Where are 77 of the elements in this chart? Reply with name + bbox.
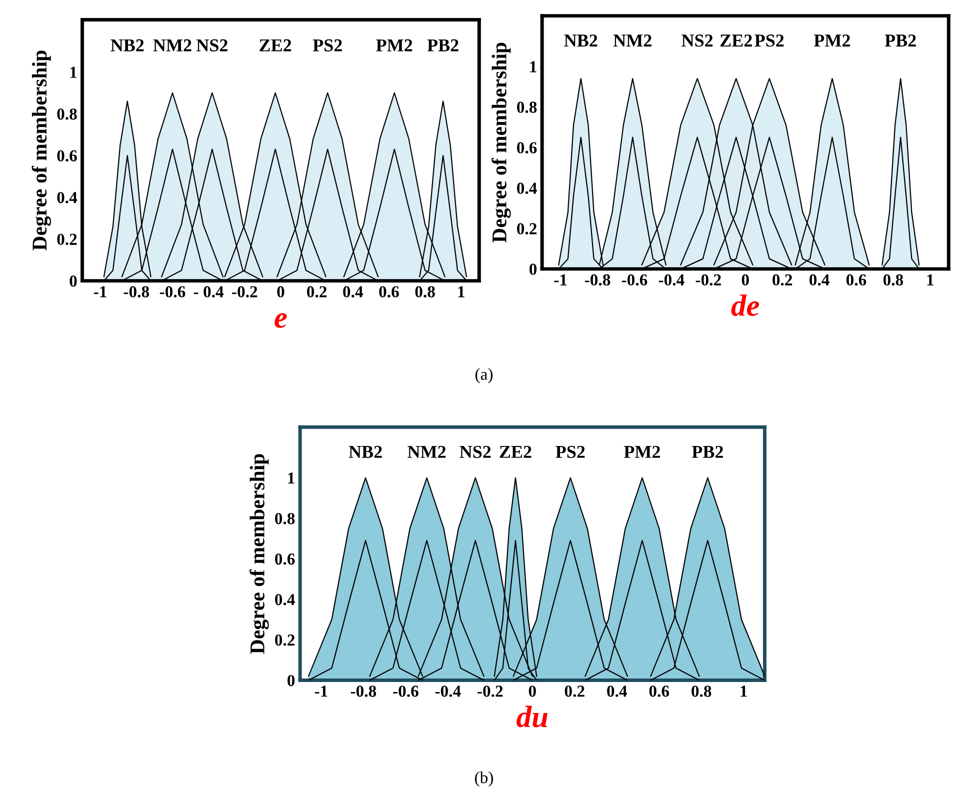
series-label: PB2 (692, 446, 723, 458)
y-axis-title: Degree of membership (250, 454, 269, 654)
x-tick-label: -0.2 (478, 686, 503, 697)
series-label: ZE2 (720, 34, 752, 46)
y-tick-label: 0.8 (517, 102, 537, 113)
text: (b) (475, 772, 493, 787)
y-tick-label: 0.6 (275, 553, 295, 565)
x-tick-label: 1 (927, 274, 934, 286)
x-tick-label: -0.6 (622, 274, 648, 286)
x-tick-label: 0.6 (379, 286, 399, 298)
text: NS2 (196, 39, 228, 52)
x-tick-label: -0.8 (350, 686, 376, 697)
y-tick-label: 1 (70, 66, 77, 78)
text: PS2 (312, 39, 342, 52)
series-label: NS2 (682, 34, 713, 47)
x-tick-label: -0.8 (124, 286, 150, 298)
y-tick-label: 0.6 (57, 150, 77, 162)
y-tick-label: 0.2 (275, 634, 295, 646)
series-label: NM2 (408, 446, 446, 458)
x-axis-title: e (274, 313, 287, 328)
x-tick-label: -0.4 (658, 274, 684, 286)
x-tick-label: 0.8 (415, 286, 435, 298)
x-tick-label: - 0.4 (194, 286, 224, 298)
x-tick-label: -0.6 (160, 286, 186, 298)
x-tick-label: 0.2 (772, 274, 792, 286)
x-tick-label: -1 (94, 286, 106, 298)
y-tick-label: 0.8 (57, 108, 77, 120)
series-label: PB2 (884, 34, 916, 47)
text: NB2 (110, 39, 144, 52)
x-tick-label: -0.2 (696, 274, 721, 286)
y-axis-title: Degree of membership (32, 50, 52, 250)
text: PM2 (376, 39, 412, 52)
text: NM2 (153, 39, 192, 52)
series-label: NB2 (564, 34, 598, 47)
series-label: NB2 (348, 446, 382, 458)
y-tick-label: 1 (530, 61, 536, 72)
text: PB2 (427, 39, 458, 52)
y-tick-label: 0.6 (517, 142, 537, 154)
x-tick-label: -1 (554, 274, 567, 286)
y-tick-label: 1 (288, 472, 294, 484)
x-tick-label: 0.6 (846, 274, 866, 286)
y-tick-label: 0.2 (57, 234, 77, 246)
y-tick-label: 0 (288, 674, 295, 686)
series-label: PS2 (754, 34, 784, 47)
x-tick-label: 1 (740, 686, 747, 697)
x-tick-label: 0.8 (692, 686, 712, 697)
x-tick-label: -0.8 (584, 274, 610, 286)
x-tick-label: 0.4 (343, 286, 363, 298)
x-tick-label: -1 (314, 686, 328, 697)
y-axis-title: Degree of membership (492, 42, 511, 242)
series-label: ZE2 (500, 446, 532, 458)
y-tick-label: 0.4 (275, 594, 295, 606)
x-tick-label: 0.4 (810, 274, 830, 286)
x-tick-label: 0.6 (649, 686, 670, 697)
series-label: PM2 (624, 446, 660, 458)
x-tick-label: -0.4 (435, 686, 461, 697)
x-axis-title: de (731, 294, 760, 316)
x-tick-label: 0.2 (307, 286, 326, 298)
y-tick-label: 0.8 (275, 512, 295, 524)
x-tick-label: 0.2 (564, 686, 584, 697)
x-tick-label: 0.4 (607, 686, 627, 697)
y-tick-label: 0.4 (57, 192, 78, 204)
x-tick-label: 0 (742, 274, 749, 286)
x-tick-label: -0.2 (232, 286, 258, 298)
y-tick-label: 0.4 (517, 182, 537, 194)
x-tick-label: 0.8 (883, 274, 904, 286)
text: NM2 (613, 34, 652, 46)
text: ZE2 (260, 39, 292, 52)
x-axis-title: du (516, 706, 548, 728)
y-tick-label: 0 (530, 264, 537, 275)
x-tick-label: -0.6 (393, 686, 418, 697)
text: (a) (475, 368, 493, 384)
series-label: NS2 (460, 446, 491, 458)
y-tick-label: 0.2 (517, 223, 537, 234)
x-tick-label: 1 (458, 286, 464, 298)
series-label: PS2 (556, 446, 585, 458)
text: PM2 (814, 34, 850, 46)
